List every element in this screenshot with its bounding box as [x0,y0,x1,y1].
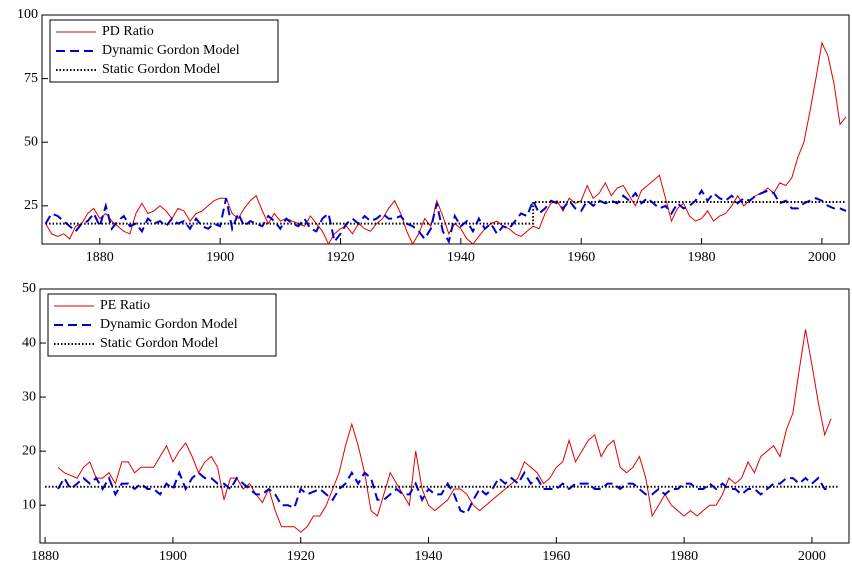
y-tick-label: 100 [17,7,38,22]
y-tick-label: 20 [22,443,36,458]
series-line [45,201,846,225]
y-tick-label: 75 [24,71,38,86]
y-tick-label: 25 [24,198,38,213]
legend-label: Dynamic Gordon Model [102,43,240,58]
series-line [57,329,832,533]
x-tick-label: 2000 [798,549,826,564]
x-tick-label: 1940 [447,250,475,265]
x-tick-label: 1980 [688,250,716,265]
x-tick-label: 1880 [31,549,59,564]
series-line [57,469,832,515]
legend-label: Dynamic Gordon Model [100,317,238,332]
x-tick-label: 1920 [287,549,315,564]
x-tick-label: 2000 [808,250,836,265]
legend-label: PE Ratio [100,298,150,313]
x-tick-label: 1900 [206,250,234,265]
legend-label: Static Gordon Model [102,62,220,77]
x-tick-label: 1940 [415,549,443,564]
legend-label: Static Gordon Model [100,336,218,351]
y-tick-label: 30 [22,389,36,404]
series-line [45,41,847,246]
y-tick-label: 40 [22,335,36,350]
x-tick-label: 1900 [159,549,187,564]
legend-label: PD Ratio [102,24,154,39]
plot-frame [39,288,850,544]
x-tick-label: 1980 [670,549,698,564]
y-tick-label: 10 [22,497,36,512]
x-tick-label: 1920 [326,250,354,265]
x-tick-label: 1880 [86,250,114,265]
y-tick-label: 50 [24,134,38,149]
x-tick-label: 1960 [567,250,595,265]
y-tick-label: 50 [22,281,36,296]
plot-frame [41,14,850,245]
series-line [44,188,847,245]
x-tick-label: 1960 [542,549,570,564]
